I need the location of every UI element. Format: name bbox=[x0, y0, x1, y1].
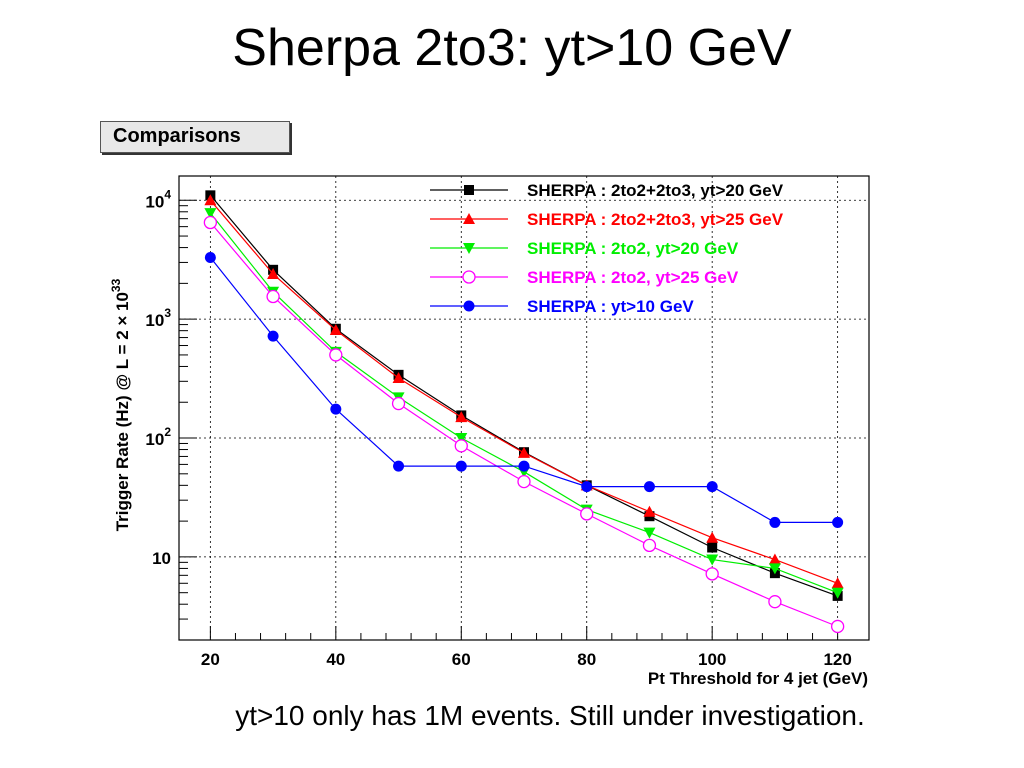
slide-title: Sherpa 2to3: yt>10 GeV bbox=[232, 19, 792, 77]
data-point bbox=[517, 474, 531, 489]
data-point bbox=[455, 411, 468, 423]
data-point bbox=[831, 587, 844, 599]
legend-entry: SHERPA : 2to2, yt>25 GeV bbox=[430, 268, 739, 287]
data-point bbox=[518, 460, 530, 472]
x-tick-labels: 20 40 60 80 100 120 bbox=[201, 650, 852, 669]
x-tick-label: 80 bbox=[577, 650, 596, 669]
data-point bbox=[706, 481, 718, 493]
legend: SHERPA : 2to2+2to3, yt>20 GeV SHERPA : 2t… bbox=[430, 181, 784, 316]
data-point bbox=[831, 577, 844, 589]
data-point bbox=[455, 460, 467, 472]
grid-lines bbox=[179, 176, 869, 640]
legend-label: SHERPA : 2to2+2to3, yt>20 GeV bbox=[527, 181, 784, 200]
data-point bbox=[393, 460, 405, 472]
data-point bbox=[204, 252, 216, 264]
data-point bbox=[768, 553, 781, 565]
data-point bbox=[706, 554, 719, 566]
y-axis-label-exponent: 33 bbox=[109, 278, 123, 292]
legend-label: SHERPA : 2to2+2to3, yt>25 GeV bbox=[527, 210, 784, 229]
data-point bbox=[643, 527, 656, 539]
series-1 bbox=[205, 190, 843, 601]
data-point bbox=[329, 324, 342, 336]
x-tick-label: 100 bbox=[698, 650, 726, 669]
y-tick-labels: 104 103 102 10 bbox=[145, 187, 171, 568]
x-tick-label: 60 bbox=[452, 650, 471, 669]
legend-marker bbox=[463, 213, 475, 224]
x-tick-label: 40 bbox=[326, 650, 345, 669]
data-point bbox=[454, 439, 468, 453]
canvas-title-label: Comparisons bbox=[100, 121, 290, 153]
legend-entry: SHERPA : 2to2+2to3, yt>20 GeV bbox=[430, 181, 784, 200]
data-point bbox=[203, 215, 218, 230]
series-line bbox=[209, 212, 838, 594]
series-line bbox=[209, 194, 838, 597]
legend-entry: SHERPA : 2to2+2to3, yt>25 GeV bbox=[430, 210, 784, 229]
y-tick-label: 103 bbox=[145, 306, 171, 330]
data-point bbox=[267, 330, 279, 342]
data-point bbox=[392, 371, 405, 383]
legend-marker bbox=[463, 300, 475, 312]
data-point bbox=[330, 403, 342, 415]
legend-label: SHERPA : 2to2, yt>20 GeV bbox=[527, 239, 739, 258]
data-point bbox=[204, 194, 217, 206]
data-point bbox=[707, 542, 718, 553]
legend-label: SHERPA : 2to2, yt>25 GeV bbox=[527, 268, 739, 287]
data-point bbox=[768, 595, 782, 609]
data-point bbox=[581, 481, 593, 493]
series-line bbox=[209, 222, 838, 628]
data-point bbox=[643, 481, 655, 493]
legend-entry: SHERPA : yt>10 GeV bbox=[430, 297, 694, 316]
legend-label: SHERPA : yt>10 GeV bbox=[527, 297, 694, 316]
series-group bbox=[203, 190, 845, 634]
data-point bbox=[769, 516, 781, 528]
series-2 bbox=[204, 194, 844, 589]
series-4 bbox=[203, 215, 845, 634]
data-point bbox=[643, 505, 656, 517]
y-axis-label-main: Trigger Rate (Hz) @ L = 2 × 10 bbox=[113, 292, 132, 531]
y-tick-label: 10 bbox=[152, 549, 171, 568]
legend-marker bbox=[463, 243, 475, 254]
trigger-rate-chart: 20 40 60 80 100 120 104 103 102 10 SHERPA : 2to2… bbox=[109, 175, 870, 688]
legend-marker bbox=[464, 185, 474, 195]
data-point bbox=[832, 516, 844, 528]
data-point bbox=[706, 531, 719, 543]
data-point bbox=[204, 208, 217, 220]
slide-caption: yt>10 only has 1M events. Still under in… bbox=[235, 700, 865, 731]
x-axis-label: Pt Threshold for 4 jet (GeV) bbox=[648, 669, 868, 688]
series-line bbox=[209, 199, 838, 584]
y-axis-label: Trigger Rate (Hz) @ L = 2 × 1033 bbox=[109, 278, 132, 531]
data-point bbox=[830, 619, 845, 634]
data-point bbox=[518, 446, 530, 458]
data-point bbox=[266, 289, 280, 304]
data-point bbox=[705, 567, 719, 581]
data-point bbox=[768, 563, 781, 575]
series-3 bbox=[204, 208, 844, 599]
x-tick-label: 20 bbox=[201, 650, 220, 669]
data-point bbox=[329, 348, 343, 362]
data-point bbox=[642, 538, 657, 553]
x-tick-label: 120 bbox=[823, 650, 851, 669]
series-5 bbox=[204, 252, 844, 528]
data-point bbox=[267, 267, 280, 279]
data-point bbox=[580, 507, 594, 521]
y-tick-label: 102 bbox=[145, 425, 171, 449]
data-point bbox=[391, 396, 406, 411]
legend-entry: SHERPA : 2to2, yt>20 GeV bbox=[430, 239, 739, 258]
y-tick-label: 104 bbox=[145, 187, 171, 211]
data-point bbox=[455, 433, 468, 445]
legend-marker bbox=[462, 270, 476, 284]
plot-frame bbox=[178, 175, 870, 641]
